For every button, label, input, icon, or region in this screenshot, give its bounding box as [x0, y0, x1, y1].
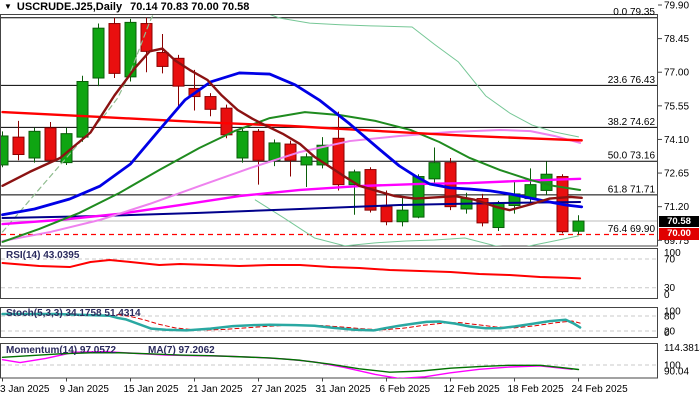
fib-level-label: 76.4 69.90: [608, 224, 656, 235]
rsi-pane[interactable]: [1, 259, 582, 280]
candle-body: [108, 23, 121, 74]
momentum-axis-label: 114.3813: [664, 343, 700, 354]
price-axis-label: 77.00: [664, 68, 689, 79]
ohlc-values-label: 70.14 70.83 70.00 70.58: [130, 1, 250, 13]
candle-body: [476, 198, 489, 224]
price-axis-label: 71.20: [664, 202, 689, 213]
fib-level-label: 0.0 79.35: [613, 7, 655, 18]
stochastic-k-line: [1, 312, 582, 332]
price-axis-label: 69.75: [664, 236, 689, 247]
overlay-bollinger-lower: [254, 199, 579, 246]
candle-body: [428, 162, 441, 180]
date-axis-label: 31 Jan 2025: [316, 384, 371, 395]
fib-level-label: 61.8 71.71: [608, 184, 656, 195]
price-axis-label: 72.65: [664, 169, 689, 180]
candle-body: [572, 220, 585, 232]
price-axis-label: 79.90: [664, 1, 689, 12]
date-axis-label: 15 Jan 2025: [124, 384, 179, 395]
pane-border: [0, 343, 658, 379]
stochastic-axis-label: 20: [664, 327, 676, 338]
pane-border: [0, 14, 658, 247]
candle-body: [268, 142, 281, 161]
candle-body: [1, 135, 9, 166]
chart-title-bar: ▼ USCRUDE.J25,Daily 70.14 70.83 70.00 70…: [0, 0, 658, 14]
price-axis-label: 74.10: [664, 135, 689, 146]
date-axis-label: 12 Feb 2025: [444, 384, 501, 395]
date-axis-label: 9 Jan 2025: [60, 384, 110, 395]
price-axis-label: 78.45: [664, 34, 689, 45]
price-axis-label: 75.55: [664, 101, 689, 112]
date-axis-label: 3 Jan 2025: [0, 384, 50, 395]
overlay-bollinger-upper: [269, 15, 579, 138]
date-axis-label: 27 Jan 2025: [252, 384, 307, 395]
overlay-trendline-dashed: [1, 15, 154, 233]
rsi-axis-label: 70: [664, 255, 676, 266]
symbol-period-label: USCRUDE.J25,Daily: [16, 1, 123, 13]
momentum-axis-label: 90.04: [664, 367, 689, 378]
current-price-badge: 70.58: [659, 215, 699, 227]
rsi-indicator-label: RSI(14) 43.0395: [6, 250, 80, 261]
momentum-line: [1, 352, 580, 373]
stochastic-indicator-label: Stoch(5,3,3) 34.1758 51.4314: [6, 308, 141, 319]
fib-level-label: 38.2 74.62: [608, 117, 656, 128]
candle-body: [156, 52, 169, 67]
date-axis-label: 18 Feb 2025: [508, 384, 565, 395]
candle-body: [332, 137, 345, 186]
momentum-ma-label: MA(7) 97.2062: [148, 345, 215, 356]
candle-body: [316, 144, 329, 166]
stochastic-axis-label: 0: [664, 328, 670, 339]
momentum-pane[interactable]: [1, 350, 580, 379]
candle-body: [300, 156, 313, 166]
candle-body: [284, 143, 297, 161]
stochastic-pane[interactable]: [1, 312, 582, 332]
order-price-badge: 70.00: [659, 228, 699, 240]
candle-body: [412, 176, 425, 218]
candle-body: [236, 130, 249, 159]
candle-body: [124, 21, 137, 78]
main-pane[interactable]: [0, 0, 657, 248]
overlay-ma-200-red: [1, 110, 583, 142]
pane-border: [0, 248, 658, 299]
fib-level-label: 23.6 76.43: [608, 75, 656, 86]
overlay-ma-orchid: [1, 128, 582, 242]
candle-body: [44, 127, 57, 161]
candle-body: [204, 96, 217, 110]
overlay-ma-20-blue: [1, 71, 584, 217]
stochastic-axis-label: 80: [664, 312, 676, 323]
candle-body: [252, 130, 265, 161]
pane-border: [0, 307, 658, 338]
candle-body: [12, 136, 25, 156]
candle-body: [396, 209, 409, 223]
candle-body: [220, 107, 233, 136]
chart-dropdown-icon[interactable]: ▼: [4, 2, 12, 11]
date-axis-label: 24 Feb 2025: [572, 384, 629, 395]
candle-body: [28, 130, 41, 159]
candle-body: [380, 206, 393, 223]
date-axis-label: 21 Jan 2025: [188, 384, 243, 395]
candle-body: [92, 27, 105, 79]
date-axis-label: 6 Feb 2025: [380, 384, 431, 395]
candle-body: [172, 57, 185, 87]
rsi-axis-label: 100: [664, 248, 681, 259]
fib-level-label: 50.0 73.16: [608, 151, 656, 162]
stochastic-axis-label: 100: [664, 307, 681, 318]
rsi-line: [1, 259, 582, 280]
overlay-ma-green: [1, 111, 582, 243]
candle-body: [140, 23, 153, 52]
overlay-ma-magenta: [1, 177, 582, 226]
candle-body: [76, 80, 89, 138]
momentum-indicator-label: Momentum(14) 97.0572: [6, 345, 117, 356]
overlay-ma-fast-maroon: [1, 47, 583, 212]
momentum-axis-label: 100: [664, 361, 681, 372]
rsi-axis-label: 30: [664, 283, 676, 294]
rsi-axis-label: 0: [664, 290, 670, 301]
